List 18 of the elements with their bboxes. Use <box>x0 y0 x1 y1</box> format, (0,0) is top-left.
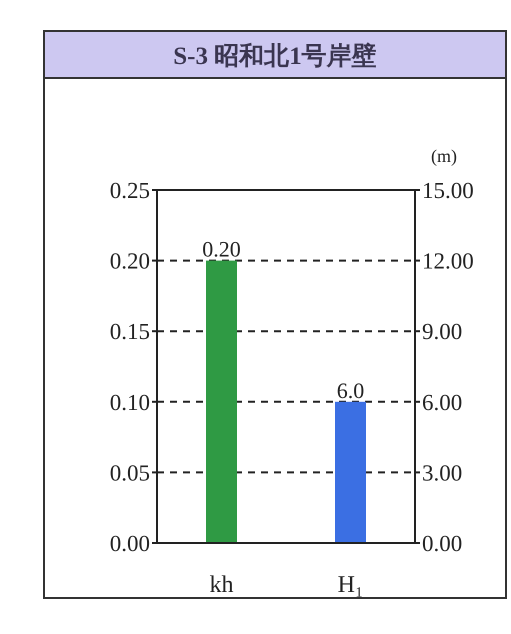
y-tick-label: 0.10 <box>110 390 150 415</box>
y2-tick-label: 0.00 <box>422 531 462 556</box>
data-label: 6.0 <box>336 378 364 403</box>
chart-title: S-3 昭和北1号岸壁 <box>173 42 377 70</box>
x-tick-label: H₁ <box>338 572 364 598</box>
y-tick-label: 0.05 <box>110 460 150 486</box>
y-tick-label: 0.20 <box>110 248 150 274</box>
y-tick-label: 0.25 <box>110 178 150 203</box>
x-tick-label: kh <box>210 572 234 598</box>
y2-tick-label: 12.00 <box>422 248 474 274</box>
y2-axis-title: (m) <box>431 146 457 166</box>
data-label: 0.20 <box>202 236 241 262</box>
y-tick-label: 0.15 <box>110 319 150 344</box>
y2-tick-label: 6.00 <box>422 390 462 415</box>
y2-tick-label: 9.00 <box>422 319 462 344</box>
y2-tick-label: 15.00 <box>422 178 474 203</box>
y2-tick-label: 3.00 <box>422 460 462 486</box>
y-tick-label: 0.00 <box>110 531 150 556</box>
